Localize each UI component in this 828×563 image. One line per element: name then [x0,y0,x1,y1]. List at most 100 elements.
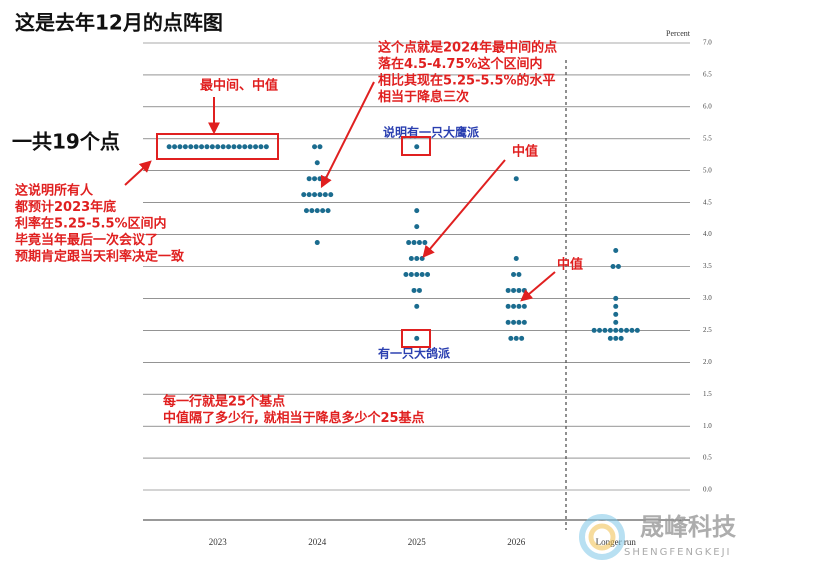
y-tick-label: 2.0 [703,358,712,366]
dot [505,287,511,293]
dot [314,208,320,214]
dot [414,271,420,277]
annotation: 这个点就是2024年最中间的点 [378,40,557,56]
dot [414,208,420,214]
dot [215,144,221,150]
dot [613,335,619,341]
dot [618,327,624,333]
dot [199,144,205,150]
dot [634,327,640,333]
dot [602,327,608,333]
dot [519,335,525,341]
annotation: 最中间、中值 [200,78,278,94]
dot [416,240,422,246]
annotation: 相比其现在5.25-5.5%的水平 [378,73,556,89]
dot [422,240,428,246]
dot [253,144,259,150]
dot [236,144,242,150]
y-tick-label: 6.0 [703,102,712,110]
annotation: 落在4.5-4.75%这个区间内 [378,56,543,72]
x-tick-label: 2024 [308,537,327,547]
y-tick-label: 3.0 [703,294,712,302]
dot [516,303,522,309]
dot [613,295,619,301]
dot [166,144,172,150]
dot [414,335,420,341]
dot [414,224,420,230]
y-tick-label: 0.0 [703,486,712,494]
dot [247,144,253,150]
dot [306,192,312,198]
dot [618,335,624,341]
dot [408,256,414,262]
dot [263,144,269,150]
y-tick-label: 6.5 [703,71,712,79]
dot [258,144,264,150]
dot [613,303,619,309]
dot [182,144,188,150]
y-axis-label: Percent [666,29,691,38]
dot [591,327,597,333]
dot [419,256,425,262]
dot [312,176,318,182]
y-tick-label: 7.0 [703,39,712,47]
dot [425,271,431,277]
dot [610,264,616,269]
dot [322,192,328,198]
x-tick-label: 2025 [408,537,427,547]
x-tick-label: 2023 [209,537,228,547]
dot [416,287,422,293]
y-tick-label: 4.0 [703,230,712,238]
chart-title: 这是去年12月的点阵图 [15,11,223,35]
annotation: 毕竟当年最后一次会议了 [15,232,158,248]
dot [314,160,320,166]
dot [220,144,226,150]
dot [513,335,519,341]
dot [511,319,517,325]
dot [414,303,420,309]
dot [301,192,307,198]
dot [521,287,527,293]
dot [521,319,527,325]
dot [521,303,527,309]
dot [193,144,199,150]
dot [226,144,232,150]
y-tick-label: 5.5 [703,134,712,142]
dot [312,144,318,150]
dot [414,144,420,150]
dot [303,208,309,214]
annotation: 这说明所有人 [15,183,94,199]
dot [511,303,517,309]
y-tick-label: 1.0 [703,422,712,430]
dot [613,248,619,254]
dot [613,319,619,325]
y-tick-label: 0.5 [703,454,712,462]
dot [607,327,613,333]
dot [403,271,409,277]
dot [508,335,514,341]
watermark-sub: SHENGFENGKEJI [624,547,732,558]
dot [511,271,517,277]
arrows [124,81,556,302]
highlights [156,133,431,348]
dot [325,208,331,214]
dot [411,287,417,293]
annotation: 有一只大鸽派 [378,346,451,361]
annotation: 利率在5.25-5.5%区间内 [15,216,167,232]
dot [411,240,417,246]
dot [513,176,519,182]
dot [242,144,248,150]
y-tick-label: 2.5 [703,326,712,334]
annotation: 相当于降息三次 [378,89,469,105]
y-tick-label: 4.5 [703,198,712,206]
dot [513,256,519,262]
y-tick-label: 5.0 [703,166,712,174]
dot [505,319,511,325]
y-tick-label: 3.5 [703,262,712,270]
total-note: 一共19个点 [12,130,120,154]
annotation: 都预计2023年底 [14,199,116,215]
dot [317,176,323,182]
dot [177,144,183,150]
annotation: 中值 [512,144,538,160]
